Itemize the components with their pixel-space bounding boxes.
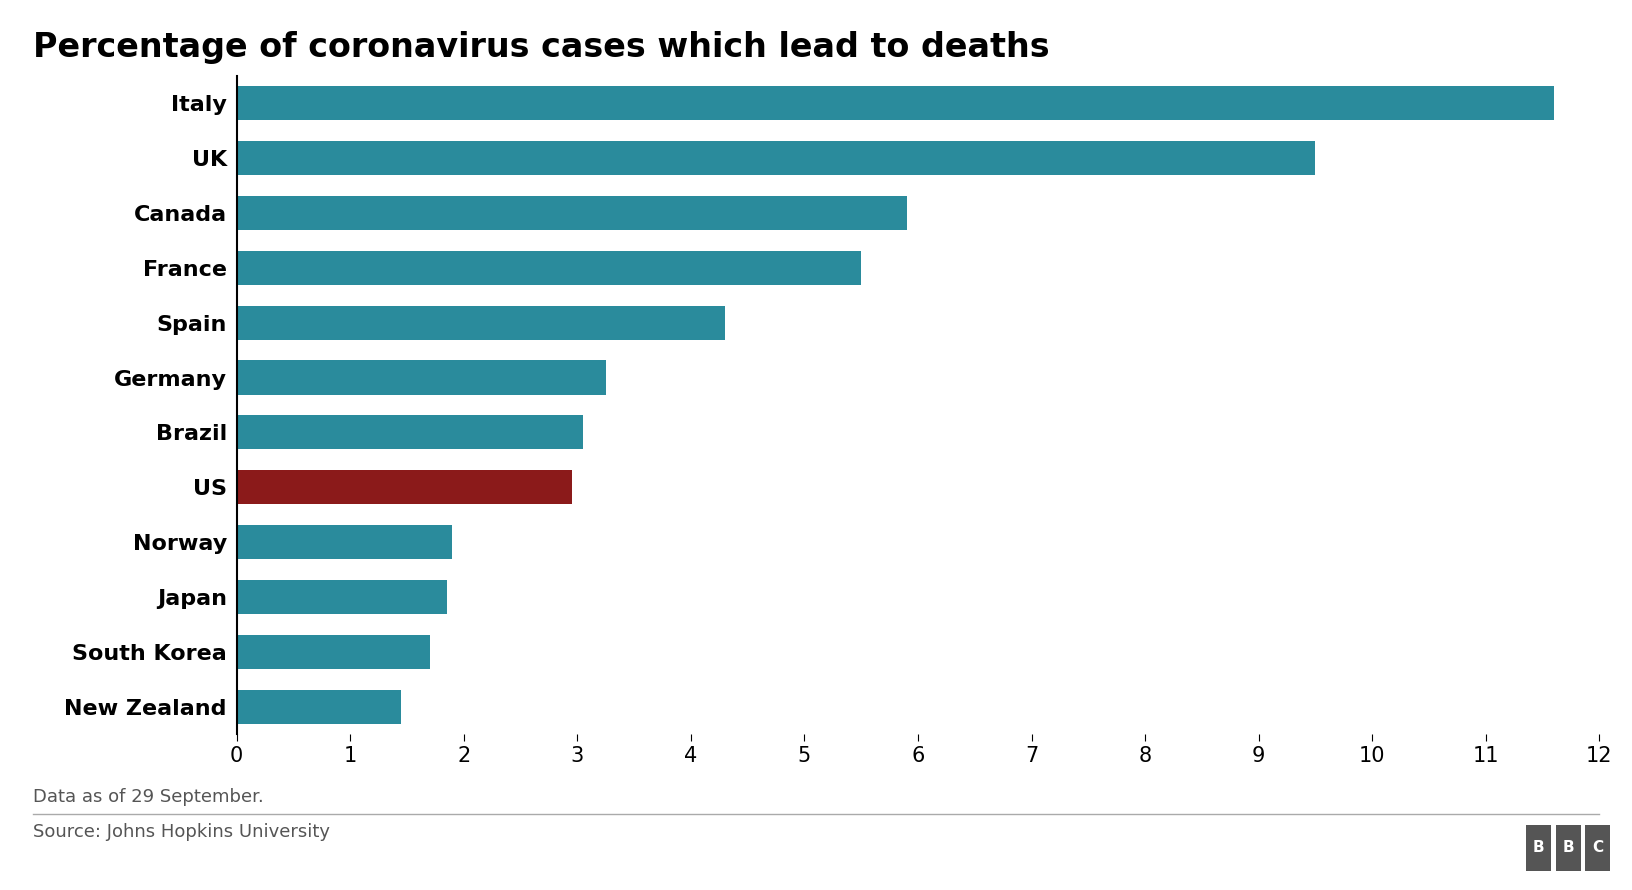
Bar [1555, 825, 1581, 871]
Bar [237, 360, 605, 394]
Bar [237, 86, 1554, 120]
Bar [237, 525, 452, 559]
Bar [237, 196, 907, 230]
Text: Percentage of coronavirus cases which lead to deaths: Percentage of coronavirus cases which le… [33, 31, 1049, 64]
Bar [237, 416, 583, 449]
Bar [237, 635, 429, 669]
Text: Source: Johns Hopkins University: Source: Johns Hopkins University [33, 823, 330, 841]
Text: B: B [1532, 839, 1544, 854]
Bar [1526, 825, 1550, 871]
Bar [1585, 825, 1611, 871]
Bar [237, 141, 1315, 175]
Bar [237, 251, 862, 285]
Text: Data as of 29 September.: Data as of 29 September. [33, 788, 263, 805]
Bar [237, 580, 447, 614]
Bar [237, 305, 725, 340]
Text: B: B [1562, 839, 1573, 854]
Bar [237, 690, 401, 724]
Bar [237, 470, 571, 505]
Text: C: C [1593, 839, 1603, 854]
